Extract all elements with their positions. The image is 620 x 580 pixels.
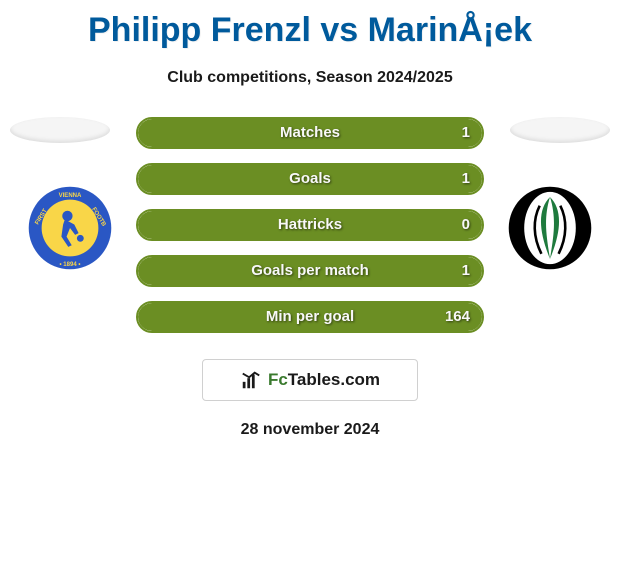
club-badge-left: VIENNA FIRST FOOTB • 1894 • <box>20 185 120 271</box>
stat-row: Hattricks 0 <box>136 209 484 241</box>
stat-label: Hattricks <box>278 216 342 233</box>
stat-value-right: 1 <box>462 170 470 187</box>
stat-label: Matches <box>280 124 340 141</box>
stat-label: Goals per match <box>251 262 369 279</box>
player-photo-left <box>10 117 110 143</box>
stat-rows: Matches 1 Goals 1 Hattricks 0 Goals per match 1… <box>136 117 484 333</box>
stat-value-right: 1 <box>462 262 470 279</box>
season-subtitle: Club competitions, Season 2024/2025 <box>0 69 620 87</box>
svg-text:• 1894 •: • 1894 • <box>60 262 81 268</box>
stat-value-right: 0 <box>462 216 470 233</box>
stats-area: VIENNA FIRST FOOTB • 1894 • <box>0 117 620 333</box>
club-badge-right <box>500 185 600 271</box>
svg-text:VIENNA: VIENNA <box>59 193 82 199</box>
branding-text: FcTables.com <box>268 370 380 390</box>
branding-prefix: Fc <box>268 370 288 389</box>
stat-row: Goals 1 <box>136 163 484 195</box>
stat-row: Matches 1 <box>136 117 484 149</box>
bar-chart-icon <box>240 369 262 391</box>
stat-row: Goals per match 1 <box>136 255 484 287</box>
page-title: Philipp Frenzl vs MarinÅ¡ek <box>0 0 620 51</box>
stat-row: Min per goal 164 <box>136 301 484 333</box>
stat-label: Min per goal <box>266 308 354 325</box>
stat-value-right: 1 <box>462 124 470 141</box>
club-crest-right-icon <box>500 185 600 271</box>
branding-box[interactable]: FcTables.com <box>202 359 418 401</box>
branding-suffix: Tables.com <box>288 370 380 389</box>
stat-value-right: 164 <box>445 308 470 325</box>
club-crest-left-icon: VIENNA FIRST FOOTB • 1894 • <box>20 185 120 271</box>
comparison-card: Philipp Frenzl vs MarinÅ¡ek Club competi… <box>0 0 620 439</box>
stat-label: Goals <box>289 170 331 187</box>
date-line: 28 november 2024 <box>0 421 620 439</box>
player-photo-right <box>510 117 610 143</box>
